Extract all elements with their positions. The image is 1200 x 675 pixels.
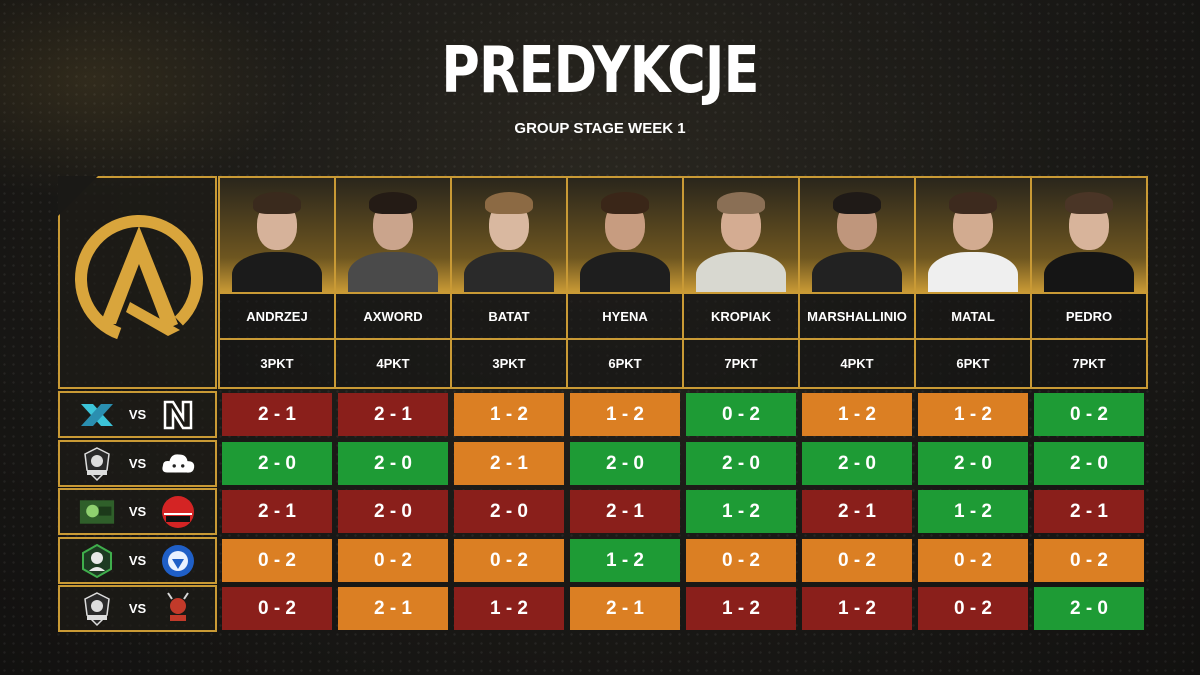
prediction-cell: 2 - 1	[1034, 490, 1144, 533]
player-name: PEDRO	[1032, 294, 1146, 340]
player-photo	[1032, 178, 1146, 294]
docisk-logo-icon	[79, 591, 115, 626]
reaper-logo-icon	[79, 543, 115, 578]
prediction-cell: 0 - 2	[454, 539, 564, 582]
vs-label: VS	[128, 504, 147, 519]
page-title: PREDYKCJE	[441, 34, 759, 108]
page-subtitle: GROUP STAGE WEEK 1	[514, 120, 686, 137]
player-points: 3PKT	[452, 340, 566, 387]
prediction-cell: 2 - 1	[222, 490, 332, 533]
player-photo	[452, 178, 566, 294]
player-photo	[568, 178, 682, 294]
prediction-cell: 0 - 2	[686, 393, 796, 436]
brand-logo-box	[58, 176, 217, 389]
match-row-teams: VS	[58, 440, 217, 487]
prediction-cell: 2 - 0	[570, 442, 680, 485]
prediction-cell: 2 - 0	[338, 442, 448, 485]
spears-logo-icon	[160, 591, 196, 626]
player-photo	[336, 178, 450, 294]
player-name: KROPIAK	[684, 294, 798, 340]
player-points: 6PKT	[916, 340, 1030, 387]
player-points: 7PKT	[684, 340, 798, 387]
player-photo	[800, 178, 914, 294]
prediction-cell: 2 - 0	[1034, 587, 1144, 630]
player-column: BATAT 3PKT	[452, 178, 568, 387]
player-photo	[684, 178, 798, 294]
player-column: AXWORD 4PKT	[336, 178, 452, 387]
cloud-logo-icon	[160, 447, 196, 481]
prediction-cell: 1 - 2	[454, 587, 564, 630]
prediction-cell: 2 - 1	[570, 490, 680, 533]
prediction-cell: 1 - 2	[686, 587, 796, 630]
match-row-teams: VS	[58, 537, 217, 584]
prediction-cell: 0 - 2	[918, 539, 1028, 582]
prediction-cell: 2 - 1	[338, 587, 448, 630]
match-row-teams: VS	[58, 488, 217, 535]
players-header: ANDRZEJ 3PKT AXWORD 4PKT BATAT 3PKT HYENA 6PKT K…	[218, 176, 1148, 389]
prediction-cell: 2 - 0	[338, 490, 448, 533]
prediction-cell: 0 - 2	[1034, 539, 1144, 582]
prediction-cell: 2 - 0	[802, 442, 912, 485]
vs-label: VS	[128, 407, 147, 422]
player-points: 7PKT	[1032, 340, 1146, 387]
player-column: MARSHALLINIO 4PKT	[800, 178, 916, 387]
player-name: BATAT	[452, 294, 566, 340]
match-row-teams: VS	[58, 585, 217, 632]
prediction-cell: 1 - 2	[802, 393, 912, 436]
team-x-logo-icon	[79, 398, 115, 432]
prediction-cell: 0 - 2	[1034, 393, 1144, 436]
prediction-cell: 1 - 2	[918, 393, 1028, 436]
player-points: 6PKT	[568, 340, 682, 387]
prediction-cell: 1 - 2	[686, 490, 796, 533]
player-column: PEDRO 7PKT	[1032, 178, 1148, 387]
docisk-logo-icon	[79, 446, 115, 481]
prediction-cell: 2 - 0	[222, 442, 332, 485]
player-column: ANDRZEJ 3PKT	[220, 178, 336, 387]
player-name: HYENA	[568, 294, 682, 340]
player-column: KROPIAK 7PKT	[684, 178, 800, 387]
prediction-cell: 2 - 1	[338, 393, 448, 436]
prediction-cell: 1 - 2	[570, 539, 680, 582]
player-name: AXWORD	[336, 294, 450, 340]
player-name: MATAL	[916, 294, 1030, 340]
prediction-cell: 1 - 2	[454, 393, 564, 436]
lion-logo-icon	[160, 544, 196, 578]
prediction-cell: 0 - 2	[802, 539, 912, 582]
prediction-cell: 2 - 1	[570, 587, 680, 630]
background-glow	[0, 0, 300, 200]
vs-label: VS	[128, 553, 147, 568]
vs-label: VS	[128, 601, 147, 616]
prediction-cell: 0 - 2	[918, 587, 1028, 630]
match-row-teams: VS	[58, 391, 217, 438]
player-name: ANDRZEJ	[220, 294, 334, 340]
prediction-cell: 0 - 2	[222, 587, 332, 630]
player-name: MARSHALLINIO	[800, 294, 914, 340]
player-points: 4PKT	[800, 340, 914, 387]
player-points: 3PKT	[220, 340, 334, 387]
prediction-cell: 0 - 2	[222, 539, 332, 582]
player-points: 4PKT	[336, 340, 450, 387]
prediction-cell: 2 - 0	[1034, 442, 1144, 485]
prediction-cell: 1 - 2	[802, 587, 912, 630]
player-photo	[220, 178, 334, 294]
prediction-cell: 1 - 2	[570, 393, 680, 436]
player-column: HYENA 6PKT	[568, 178, 684, 387]
prediction-cell: 0 - 2	[686, 539, 796, 582]
green-team-logo-icon	[79, 495, 115, 529]
prediction-cell: 2 - 0	[454, 490, 564, 533]
prediction-cell: 0 - 2	[338, 539, 448, 582]
team-n-logo-icon	[160, 398, 196, 432]
prediction-cell: 1 - 2	[918, 490, 1028, 533]
prediction-cell: 2 - 0	[918, 442, 1028, 485]
prediction-cell: 2 - 1	[802, 490, 912, 533]
prediction-cell: 2 - 1	[222, 393, 332, 436]
player-column: MATAL 6PKT	[916, 178, 1032, 387]
khorna-logo-icon	[160, 495, 196, 529]
prediction-cell: 2 - 0	[686, 442, 796, 485]
vs-label: VS	[128, 456, 147, 471]
brand-a-logo-icon	[75, 215, 203, 343]
player-photo	[916, 178, 1030, 294]
prediction-cell: 2 - 1	[454, 442, 564, 485]
